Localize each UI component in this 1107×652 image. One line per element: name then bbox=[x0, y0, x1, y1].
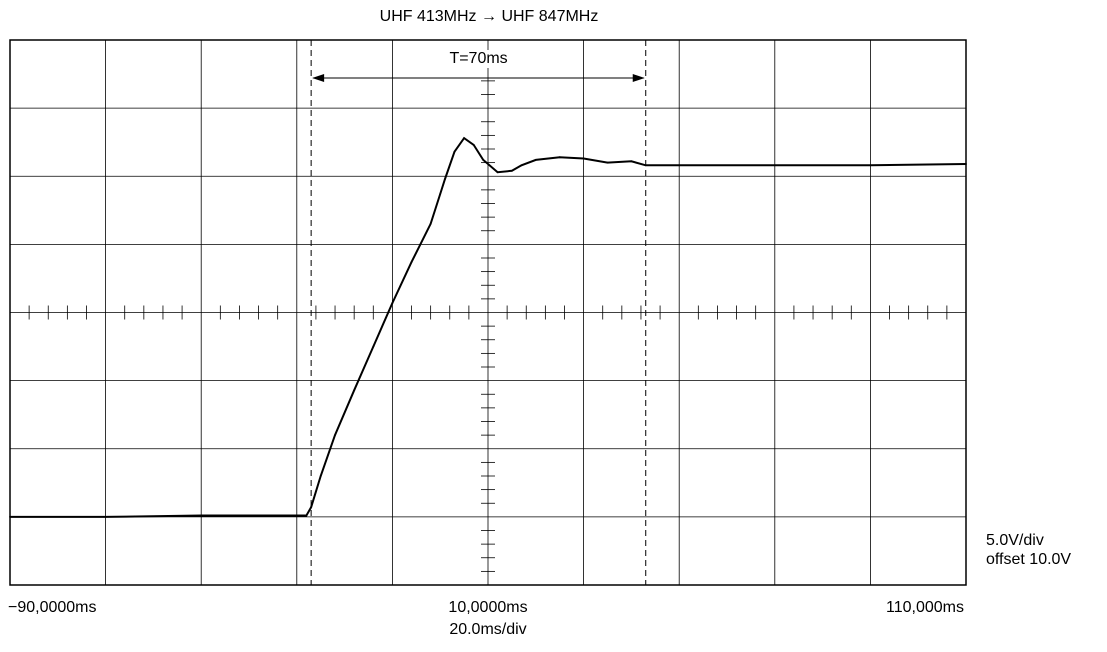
trace-point bbox=[353, 389, 356, 392]
trace-layer bbox=[9, 136, 967, 518]
trace-point bbox=[439, 193, 442, 195]
x-tick-center: 10,0000ms bbox=[448, 599, 528, 616]
trace-point bbox=[391, 302, 394, 304]
trace-point bbox=[429, 223, 432, 225]
volts-per-div-label: 5.0V/div bbox=[986, 532, 1044, 549]
trace-point bbox=[534, 159, 537, 161]
x-tick-right: 110,000ms bbox=[886, 599, 964, 616]
offset-label: offset 10.0V bbox=[986, 551, 1072, 568]
interval-arrow-right-head bbox=[632, 74, 645, 82]
trace-point bbox=[9, 516, 11, 518]
trace-point bbox=[453, 150, 456, 153]
trace-point bbox=[472, 144, 475, 146]
trace-point bbox=[295, 514, 298, 517]
chart-title: UHF 413MHz → UHF 847MHz bbox=[379, 8, 599, 25]
trace-point bbox=[582, 157, 585, 160]
marker-layer bbox=[310, 40, 647, 585]
trace-point bbox=[630, 160, 633, 163]
trace-point bbox=[410, 261, 413, 263]
signal-trace bbox=[10, 136, 967, 518]
trace-point bbox=[965, 163, 967, 165]
trace-point bbox=[606, 161, 609, 164]
trace-point bbox=[310, 506, 312, 509]
trace-point bbox=[305, 514, 308, 517]
trace-point bbox=[773, 164, 776, 167]
trace-point bbox=[644, 164, 647, 167]
trace-point bbox=[104, 516, 107, 518]
trace-point bbox=[520, 164, 523, 167]
trace-point bbox=[319, 475, 322, 477]
trace-point bbox=[482, 159, 485, 161]
grid-layer bbox=[9, 39, 967, 586]
trace-point bbox=[496, 171, 499, 174]
time-per-div-label: 20.0ms/div bbox=[449, 621, 527, 638]
interval-arrow-left-head bbox=[312, 74, 325, 82]
x-tick-left: −90,0000ms bbox=[8, 599, 97, 616]
trace-point bbox=[558, 156, 561, 159]
interval-label: T=70ms bbox=[446, 50, 511, 68]
trace-point bbox=[372, 345, 375, 348]
trace-point bbox=[869, 164, 872, 167]
trace-point bbox=[463, 137, 465, 140]
trace-point bbox=[678, 164, 681, 167]
trace-point bbox=[511, 169, 513, 172]
trace-point bbox=[200, 514, 203, 517]
trace-point bbox=[444, 178, 446, 180]
trace-point bbox=[334, 434, 336, 436]
